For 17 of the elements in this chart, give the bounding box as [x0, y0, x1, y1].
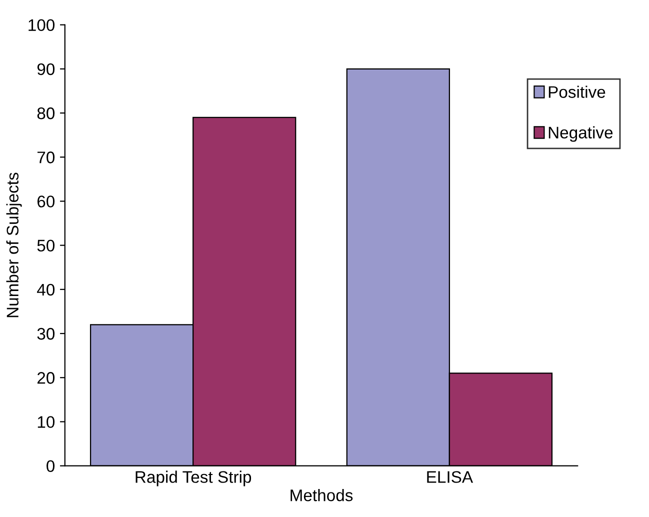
legend-label: Positive: [548, 86, 606, 98]
x-axis-title: Methods: [290, 488, 353, 502]
y-tick-label: 60: [37, 196, 55, 208]
y-tick-label: 20: [37, 372, 55, 384]
y-tick-label: 80: [37, 107, 55, 120]
x-tick-label: Rapid Test Strip: [136, 470, 252, 486]
y-tick-label: 10: [38, 416, 55, 428]
y-tick-label: 30: [37, 328, 55, 340]
y-tick-label: 40: [37, 284, 55, 296]
x-tick-label: ELISA: [427, 471, 474, 483]
y-tick-label: 0: [46, 460, 55, 472]
y-tick-label: 50: [37, 240, 55, 252]
y-axis-title: Number of Subjects: [6, 172, 22, 318]
y-tick-label: 70: [37, 152, 55, 164]
y-tick-label: 100: [28, 19, 55, 32]
legend-label: Negative: [548, 126, 613, 142]
y-tick-label: 90: [37, 63, 55, 76]
